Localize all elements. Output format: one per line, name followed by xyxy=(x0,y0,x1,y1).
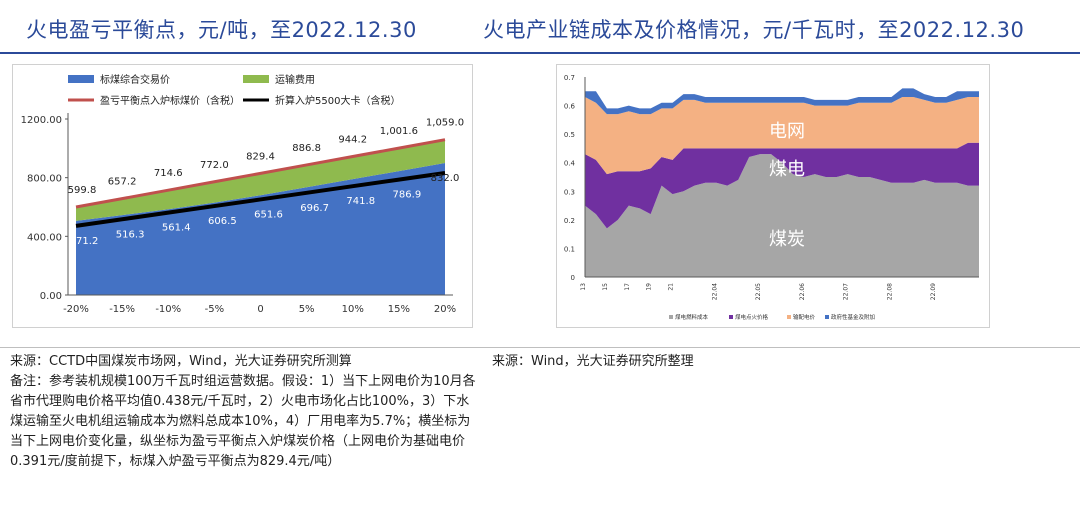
y-tick-label: 0.6 xyxy=(564,103,576,111)
x-tick-label: 0 xyxy=(257,304,263,315)
right-chart-title: 火电产业链成本及价格情况，元/千瓦时，至2022.12.30 xyxy=(483,18,1025,42)
area-label: 煤电 xyxy=(769,159,805,180)
converted-5500-line xyxy=(75,170,446,228)
breakeven-data-label: 886.8 xyxy=(292,143,321,154)
area-label: 电网 xyxy=(769,121,805,142)
legend-swatch xyxy=(729,315,733,319)
left-source-line: 来源：CCTD中国煤炭市场网，Wind，光大证券研究所测算 xyxy=(10,354,352,369)
breakeven-data-label: 1,059.0 xyxy=(426,118,464,129)
left-footnote: 来源：CCTD中国煤炭市场网，Wind，光大证券研究所测算 备注：参考装机规模1… xyxy=(10,352,480,472)
legend-label: 输配电价 xyxy=(793,313,816,321)
converted-data-label: 606.5 xyxy=(208,216,237,227)
x-tick-label: 17 xyxy=(624,283,631,291)
breakeven-data-label: 657.2 xyxy=(108,177,137,188)
y-tick-label: 400.00 xyxy=(27,232,62,243)
converted-data-label: 651.6 xyxy=(254,209,283,220)
header-divider xyxy=(0,52,1080,54)
left-note-line: 备注：参考装机规模100万千瓦时组运营数据。假设：1）当下上网电价为10月各省市… xyxy=(10,374,476,469)
breakeven-data-label: 772.0 xyxy=(200,160,229,171)
cost-chain-chart: 0 0.1 0.2 0.3 0.4 0.5 0.6 0.7 13 15 17 19 21 22.04 22.… xyxy=(556,64,990,328)
x-tick-label: 15 xyxy=(602,283,609,291)
legend-swatch xyxy=(669,315,673,319)
legend-swatch xyxy=(68,75,94,83)
converted-data-label: 741.8 xyxy=(346,196,375,207)
converted-data-label: 471.2 xyxy=(70,236,99,247)
gov-fund-area xyxy=(585,88,979,115)
converted-data-label: 696.7 xyxy=(300,203,329,214)
legend-swatch xyxy=(825,315,829,319)
x-tick-label: -5% xyxy=(205,304,224,315)
breakeven-chart-svg: 0.00 400.00 800.00 1200.00 -20% -15% -10% -5% 0 5… xyxy=(21,73,464,315)
coal-fuel-area xyxy=(585,154,979,277)
legend-label: 政府性基金及附加 xyxy=(831,313,875,321)
x-tick-label: -10% xyxy=(155,304,181,315)
legend-label: 煤电燃料成本 xyxy=(675,313,709,321)
x-tick-label: 22.09 xyxy=(930,283,937,300)
y-tick-label: 0.7 xyxy=(564,74,575,82)
legend-label: 折算入炉5500大卡（含税） xyxy=(275,94,400,107)
legend-label: 标煤综合交易价 xyxy=(100,73,170,86)
y-tick-label: 0.3 xyxy=(564,188,575,196)
y-tick-label: 800.00 xyxy=(27,174,62,185)
area-label: 煤炭 xyxy=(769,229,805,250)
legend-label: 盈亏平衡点入炉标煤价（含税） xyxy=(100,94,240,107)
y-tick-label: 0.4 xyxy=(564,160,576,168)
breakeven-data-label: 1,001.6 xyxy=(380,126,418,137)
x-tick-label: -15% xyxy=(109,304,135,315)
y-tick-label: 0.5 xyxy=(564,131,575,139)
x-tick-label: 22.08 xyxy=(886,283,893,300)
x-tick-label: 22.05 xyxy=(755,283,762,300)
breakeven-data-label: 829.4 xyxy=(246,151,275,162)
converted-data-label: 786.9 xyxy=(393,190,422,201)
y-tick-label: 0 xyxy=(571,274,575,282)
x-tick-label: 19 xyxy=(646,283,653,291)
breakeven-line xyxy=(75,138,446,209)
legend-swatch xyxy=(243,75,269,83)
y-tick-label: 1200.00 xyxy=(21,115,62,126)
breakeven-data-label: 714.6 xyxy=(154,168,183,179)
x-tick-label: 10% xyxy=(342,304,364,315)
transport-cost-area xyxy=(76,139,445,221)
left-chart-title: 火电盈亏平衡点，元/吨，至2022.12.30 xyxy=(26,18,417,42)
x-tick-label: -20% xyxy=(63,304,89,315)
x-tick-label: 15% xyxy=(388,304,410,315)
footnote-divider xyxy=(0,347,1080,348)
x-tick-label: 22.04 xyxy=(711,283,718,300)
transmission-area xyxy=(585,97,979,175)
y-tick-label: 0.00 xyxy=(40,291,62,302)
breakeven-chart: 0.00 400.00 800.00 1200.00 -20% -15% -10% -5% 0 5… xyxy=(12,64,473,328)
cost-chain-chart-svg: 0 0.1 0.2 0.3 0.4 0.5 0.6 0.7 13 15 17 19 21 22.04 22.… xyxy=(564,74,979,321)
coal-price-area xyxy=(76,163,445,295)
x-tick-label: 20% xyxy=(434,304,456,315)
x-tick-label: 22.07 xyxy=(843,283,850,300)
x-tick-label: 5% xyxy=(299,304,315,315)
breakeven-data-label: 944.2 xyxy=(338,135,367,146)
right-footnote: 来源：Wind，光大证券研究所整理 xyxy=(492,354,694,369)
converted-data-label: 516.3 xyxy=(116,229,145,240)
converted-data-label: 832.0 xyxy=(431,173,460,184)
legend-swatch xyxy=(787,315,791,319)
x-tick-label: 21 xyxy=(668,283,675,291)
x-tick-label: 13 xyxy=(580,283,587,291)
coal-power-area xyxy=(585,142,979,229)
y-tick-label: 0.1 xyxy=(564,245,575,253)
breakeven-data-label: 599.8 xyxy=(68,185,97,196)
converted-data-label: 561.4 xyxy=(162,223,191,234)
x-tick-label: 22.06 xyxy=(799,283,806,300)
legend-label: 运输费用 xyxy=(275,73,315,86)
y-tick-label: 0.2 xyxy=(564,217,575,225)
legend-label: 煤电点火价格 xyxy=(735,313,769,321)
